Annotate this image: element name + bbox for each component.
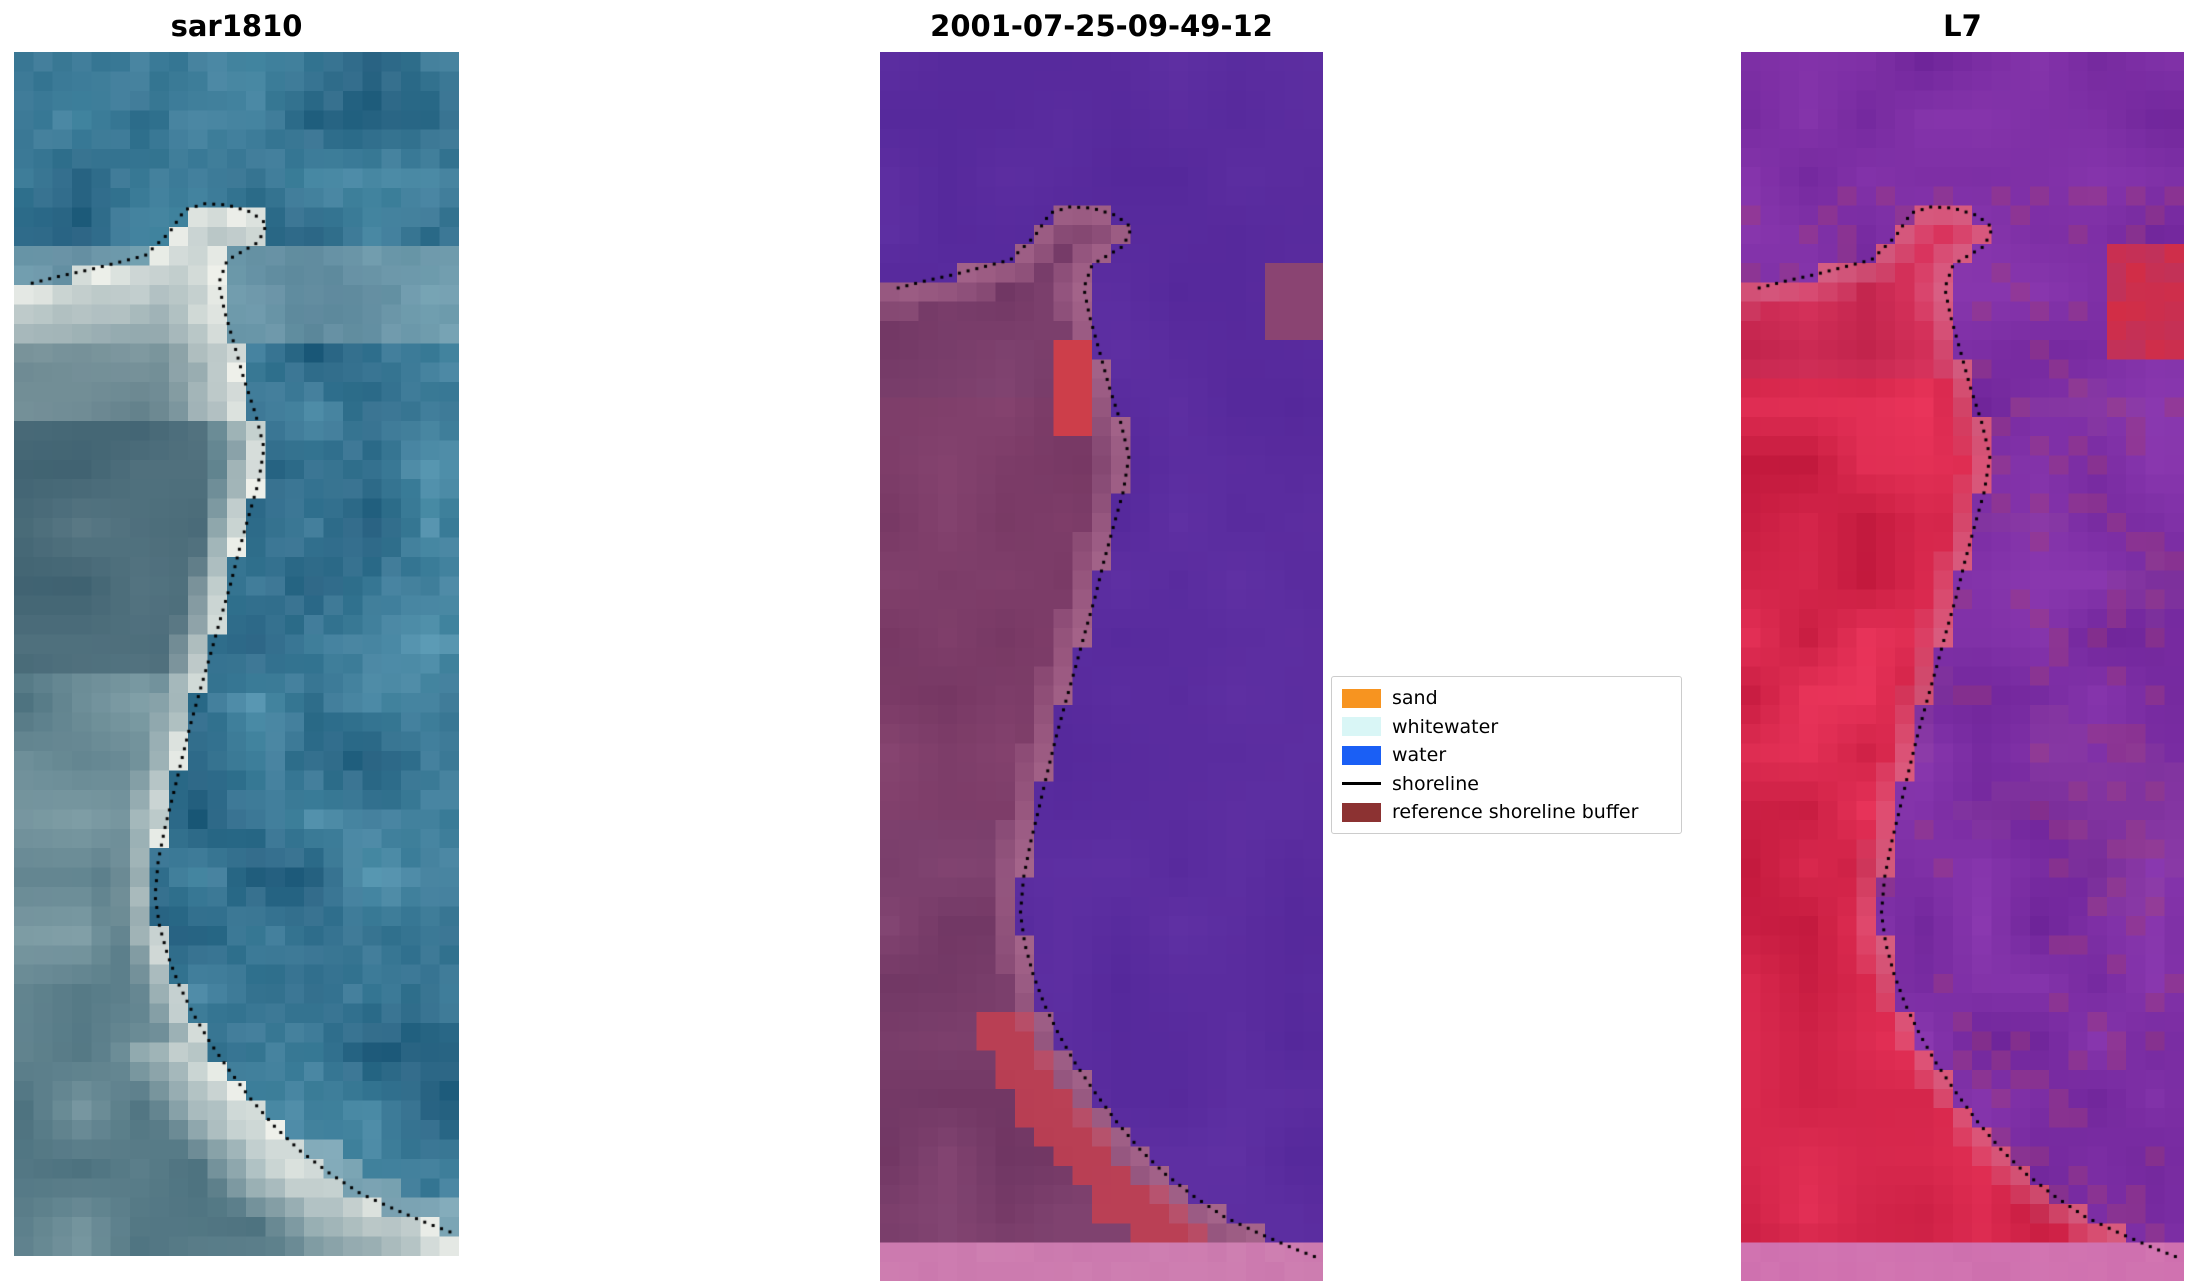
classified-shoreline-overlay xyxy=(880,52,1323,1281)
legend-entry-water: water xyxy=(1342,743,1671,767)
legend-entry-shoreline: shoreline xyxy=(1342,772,1671,796)
legend: sand whitewater water shoreline referenc… xyxy=(1331,676,1682,834)
legend-entry-reference-shoreline-buffer: reference shoreline buffer xyxy=(1342,800,1671,824)
whitewater-swatch-icon xyxy=(1342,717,1381,736)
panel-title-l7: L7 xyxy=(1943,9,1982,43)
water-swatch-icon xyxy=(1342,745,1381,765)
legend-entry-sand: sand xyxy=(1342,686,1671,710)
legend-entry-whitewater: whitewater xyxy=(1342,715,1671,739)
legend-label: water xyxy=(1392,744,1447,766)
legend-label: shoreline xyxy=(1392,772,1479,795)
legend-label: reference shoreline buffer xyxy=(1392,801,1639,823)
shoreline-line-icon xyxy=(1342,782,1381,785)
panel-title-date: 2001-07-25-09-49-12 xyxy=(930,9,1273,43)
sand-swatch-icon xyxy=(1342,688,1381,708)
sar-shoreline-overlay xyxy=(14,52,459,1256)
l7-shoreline-overlay xyxy=(1741,52,2184,1281)
legend-label: whitewater xyxy=(1392,715,1499,738)
panel-classified-image xyxy=(880,52,1323,1281)
panel-sar1810 xyxy=(14,52,459,1256)
buffer-swatch-icon xyxy=(1342,802,1381,822)
panel-l7-image xyxy=(1741,52,2184,1281)
legend-label: sand xyxy=(1392,687,1438,709)
panel-title-sar1810: sar1810 xyxy=(170,9,303,43)
